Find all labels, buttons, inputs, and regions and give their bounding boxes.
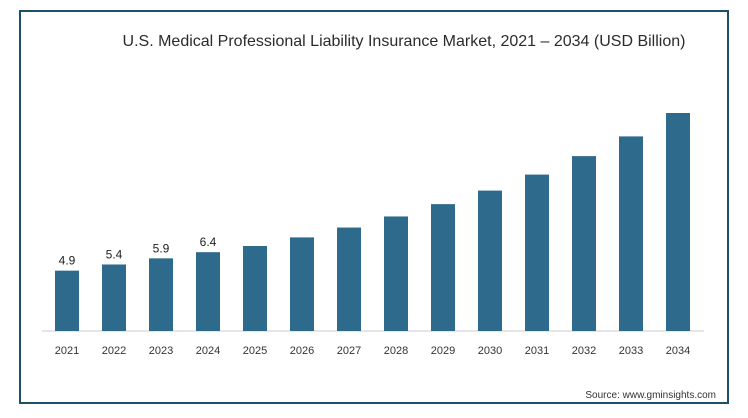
bar-2028 bbox=[384, 216, 408, 331]
bar-2021 bbox=[55, 270, 79, 331]
bar-2023 bbox=[149, 258, 173, 331]
bar-2022 bbox=[102, 264, 126, 331]
x-tick-label: 2032 bbox=[572, 345, 596, 357]
bar-2031 bbox=[525, 174, 549, 331]
x-tick-label: 2030 bbox=[478, 345, 502, 357]
bar-2024 bbox=[196, 252, 220, 331]
x-tick-label: 2027 bbox=[337, 345, 361, 357]
bar-2030 bbox=[478, 190, 502, 331]
data-label: 6.4 bbox=[200, 235, 217, 249]
bar-2026 bbox=[290, 237, 314, 331]
x-tick-label: 2029 bbox=[431, 345, 455, 357]
data-label: 4.9 bbox=[59, 254, 76, 268]
bar-2034 bbox=[666, 113, 690, 331]
data-label: 5.9 bbox=[153, 241, 170, 255]
bar-2033 bbox=[619, 136, 643, 331]
data-label: 5.4 bbox=[106, 247, 123, 261]
x-tick-label: 2031 bbox=[525, 345, 549, 357]
chart-frame bbox=[19, 10, 729, 404]
x-tick-label: 2022 bbox=[102, 345, 126, 357]
x-tick-label: 2026 bbox=[290, 345, 314, 357]
x-tick-label: 2034 bbox=[666, 345, 690, 357]
bar-2027 bbox=[337, 227, 361, 331]
bar-2029 bbox=[431, 204, 455, 331]
x-tick-label: 2033 bbox=[619, 345, 643, 357]
x-tick-label: 2028 bbox=[384, 345, 408, 357]
bar-2032 bbox=[572, 156, 596, 331]
x-tick-label: 2025 bbox=[243, 345, 267, 357]
chart-title: U.S. Medical Professional Liability Insu… bbox=[122, 33, 686, 50]
bar-2025 bbox=[243, 246, 267, 331]
x-tick-label: 2023 bbox=[149, 345, 173, 357]
x-tick-label: 2021 bbox=[55, 345, 79, 357]
x-tick-label: 2024 bbox=[196, 345, 220, 357]
source-note: Source: www.gminsights.com bbox=[585, 390, 716, 401]
